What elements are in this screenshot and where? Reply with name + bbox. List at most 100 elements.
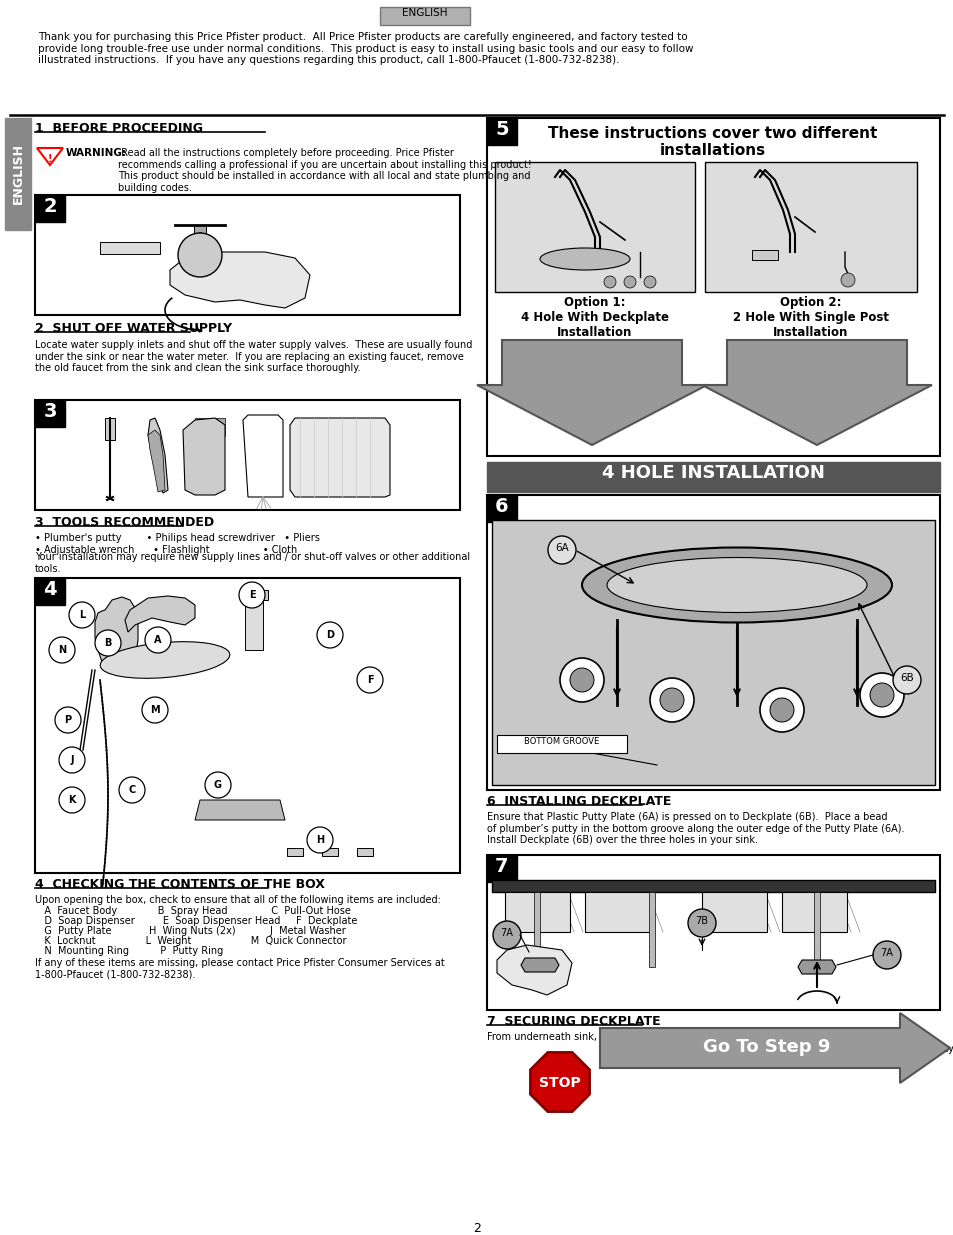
Ellipse shape	[539, 248, 629, 270]
Bar	[35, 578, 459, 873]
Ellipse shape	[100, 642, 230, 678]
Circle shape	[145, 627, 171, 653]
Bar	[486, 495, 517, 522]
Circle shape	[142, 697, 168, 722]
Polygon shape	[497, 945, 572, 995]
Text: Read all the instructions completely before proceeding. Price Pfister
recommends: Read all the instructions completely bef…	[118, 148, 531, 193]
Circle shape	[205, 772, 231, 798]
Text: H: H	[315, 835, 324, 845]
Text: Go To Step 9: Go To Step 9	[702, 1037, 830, 1056]
Bar	[492, 881, 934, 892]
Text: 6: 6	[495, 496, 508, 516]
Circle shape	[307, 827, 333, 853]
Text: N: N	[58, 645, 66, 655]
Polygon shape	[37, 148, 63, 165]
Bar	[495, 162, 695, 291]
Text: K  Locknut                L  Weight                   M  Quick Connector: K Locknut L Weight M Quick Connector	[35, 936, 346, 946]
Circle shape	[119, 777, 145, 803]
Bar	[497, 735, 626, 753]
Bar	[35, 400, 459, 510]
Text: BOTTOM GROOVE: BOTTOM GROOVE	[524, 737, 599, 746]
Polygon shape	[170, 252, 310, 308]
Text: 2: 2	[473, 1221, 480, 1235]
Text: P: P	[65, 715, 71, 725]
Text: J: J	[71, 755, 73, 764]
Circle shape	[569, 668, 594, 692]
Polygon shape	[148, 430, 165, 492]
Text: K: K	[69, 795, 75, 805]
Text: 7B: 7B	[695, 916, 708, 926]
Bar	[356, 848, 373, 856]
Text: A: A	[154, 635, 162, 645]
Circle shape	[687, 909, 716, 937]
Text: 6B: 6B	[900, 673, 913, 683]
Text: 4 HOLE INSTALLATION: 4 HOLE INSTALLATION	[601, 464, 823, 482]
Bar	[193, 225, 206, 235]
Text: 2: 2	[43, 198, 57, 216]
Text: WARNING:: WARNING:	[66, 148, 127, 158]
Bar	[35, 400, 65, 427]
Bar	[35, 195, 65, 222]
Bar	[35, 195, 459, 315]
Bar	[701, 892, 766, 932]
Circle shape	[841, 273, 854, 287]
Bar	[534, 892, 539, 967]
Text: A  Faucet Body             B  Spray Head              C  Pull-Out Hose: A Faucet Body B Spray Head C Pull-Out Ho…	[35, 906, 351, 916]
Bar	[813, 892, 820, 967]
Bar	[486, 462, 939, 492]
Text: 4  CHECKING THE CONTENTS OF THE BOX: 4 CHECKING THE CONTENTS OF THE BOX	[35, 878, 325, 890]
Bar	[35, 578, 65, 605]
Text: B: B	[104, 638, 112, 648]
Bar	[486, 495, 939, 790]
Polygon shape	[125, 597, 194, 632]
Text: 3  TOOLS RECOMMENDED: 3 TOOLS RECOMMENDED	[35, 516, 213, 529]
Bar	[504, 892, 569, 932]
Text: Ensure that Plastic Putty Plate (6A) is pressed on to Deckplate (6B).  Place a b: Ensure that Plastic Putty Plate (6A) is …	[486, 811, 903, 845]
Text: 1  BEFORE PROCEEDING: 1 BEFORE PROCEEDING	[35, 122, 203, 135]
Polygon shape	[599, 1013, 949, 1083]
Circle shape	[649, 678, 693, 722]
Ellipse shape	[606, 557, 866, 613]
Bar	[486, 855, 939, 1010]
Bar	[105, 417, 115, 440]
Bar	[245, 590, 263, 650]
Text: Option 2:
2 Hole With Single Post
Installation: Option 2: 2 Hole With Single Post Instal…	[732, 296, 888, 338]
Polygon shape	[492, 520, 934, 785]
Bar	[486, 855, 517, 882]
Circle shape	[49, 637, 75, 663]
Text: do not over-tighten wing
nuts.  Remove any excess putty from around the outside : do not over-tighten wing nuts. Remove an…	[796, 1032, 953, 1053]
Text: These instructions cover two different
installations: These instructions cover two different i…	[548, 126, 877, 158]
Polygon shape	[530, 1052, 589, 1112]
Polygon shape	[290, 417, 390, 496]
Text: From underneath sink, hand tighten Wing Nuts (7A).: From underneath sink, hand tighten Wing …	[486, 1032, 748, 1042]
Bar	[781, 892, 846, 932]
Circle shape	[869, 683, 893, 706]
Circle shape	[659, 688, 683, 713]
Bar	[253, 415, 273, 424]
Bar	[287, 848, 303, 856]
Text: D  Soap Dispenser         E  Soap Dispenser Head     F  Deckplate: D Soap Dispenser E Soap Dispenser Head F…	[35, 916, 357, 926]
Bar	[240, 590, 268, 600]
Text: Caution:: Caution:	[746, 1032, 793, 1042]
Text: 4: 4	[43, 580, 57, 599]
Text: G  Putty Plate            H  Wing Nuts (2x)           J  Metal Washer: G Putty Plate H Wing Nuts (2x) J Metal W…	[35, 926, 345, 936]
Text: 2  SHUT OFF WATER SUPPLY: 2 SHUT OFF WATER SUPPLY	[35, 322, 232, 335]
Text: 7A: 7A	[880, 948, 893, 958]
Text: G: G	[213, 781, 222, 790]
Circle shape	[872, 941, 900, 969]
Bar	[486, 119, 939, 456]
Circle shape	[623, 275, 636, 288]
Text: If any of these items are missing, please contact Price Pfister Consumer Service: If any of these items are missing, pleas…	[35, 958, 444, 979]
Text: 6A: 6A	[555, 543, 568, 553]
Circle shape	[493, 921, 520, 948]
Text: 7  SECURING DECKPLATE: 7 SECURING DECKPLATE	[486, 1015, 659, 1028]
Circle shape	[59, 747, 85, 773]
Text: Upon opening the box, check to ensure that all of the following items are includ: Upon opening the box, check to ensure th…	[35, 895, 440, 905]
Circle shape	[547, 536, 576, 564]
Circle shape	[59, 787, 85, 813]
Text: Option 1:
4 Hole With Deckplate
Installation: Option 1: 4 Hole With Deckplate Installa…	[520, 296, 668, 338]
Circle shape	[760, 688, 803, 732]
Text: L: L	[79, 610, 85, 620]
Text: D: D	[326, 630, 334, 640]
Text: STOP: STOP	[538, 1076, 580, 1091]
